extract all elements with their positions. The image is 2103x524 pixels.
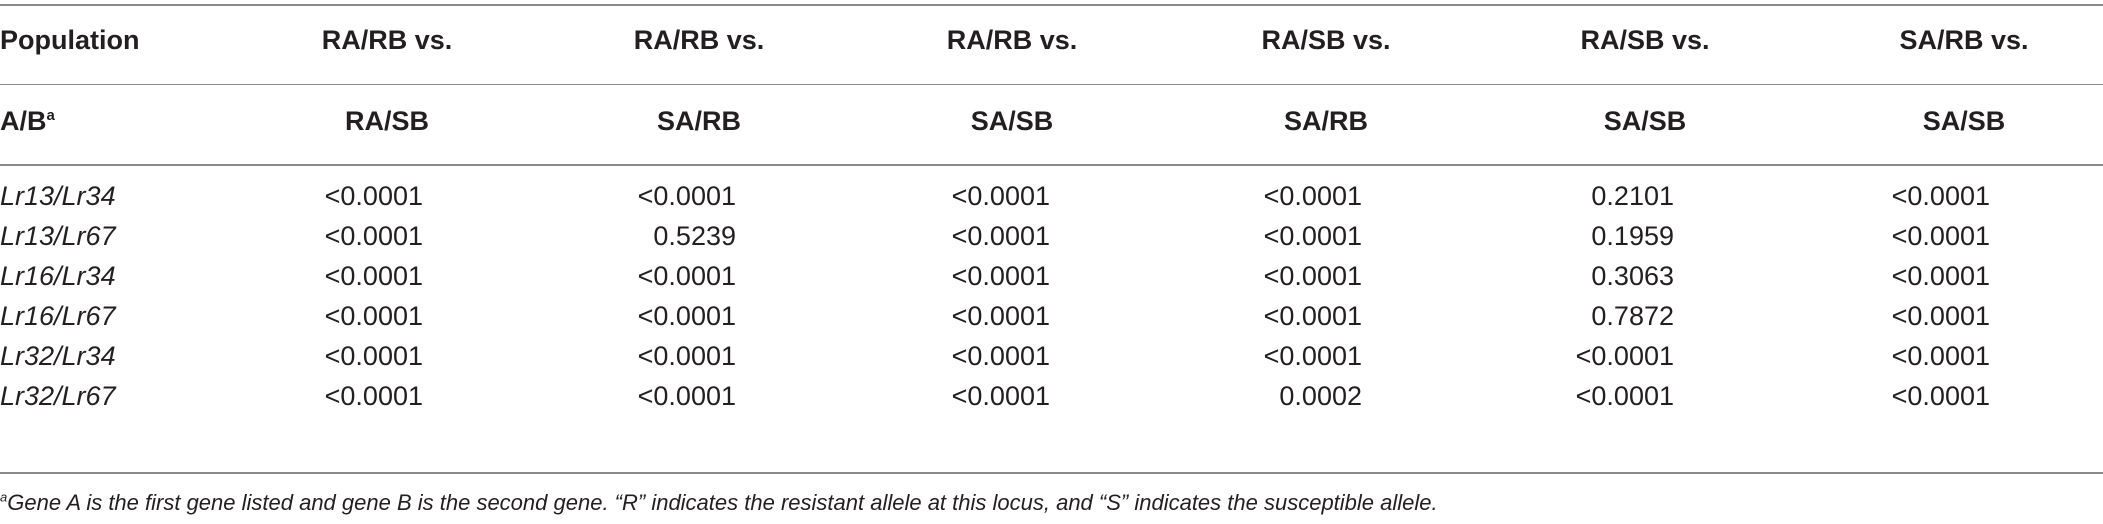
value-cell: <0.0001 — [951, 301, 1050, 331]
value-cell: 0.5239 — [653, 221, 736, 251]
table-row: Lr32/Lr67 <0.0001 <0.0001 <0.0001 0.0002… — [0, 381, 2103, 417]
col-header-ab: A/Ba — [0, 106, 55, 137]
footnote-marker: a — [0, 489, 8, 505]
value-cell: <0.0001 — [324, 221, 423, 251]
value-cell: <0.0001 — [951, 261, 1050, 291]
value-cell: <0.0001 — [1263, 181, 1362, 211]
value-cell: <0.0001 — [1575, 341, 1674, 371]
col-header-2-line2: SA/RB — [656, 106, 742, 136]
value-cell: <0.0001 — [637, 181, 736, 211]
col-header-ab-footnote-marker: a — [46, 107, 55, 124]
population-cell: Lr32/Lr34 — [0, 341, 116, 371]
col-header-1-line2: RA/SB — [344, 106, 430, 136]
col-header-3-line2: SA/SB — [970, 106, 1054, 136]
col-header-1-line1: RA/RB vs. — [321, 25, 453, 55]
value-cell: <0.0001 — [324, 181, 423, 211]
value-cell: 0.1959 — [1591, 221, 1674, 251]
table-row: Lr32/Lr34 <0.0001 <0.0001 <0.0001 <0.000… — [0, 341, 2103, 377]
table-header-row-1: Population RA/RB vs. RA/RB vs. RA/RB vs.… — [0, 25, 2103, 65]
value-cell: 0.3063 — [1591, 261, 1674, 291]
value-cell: <0.0001 — [1263, 261, 1362, 291]
header-bottom-rule — [0, 164, 2103, 166]
value-cell: <0.0001 — [1891, 181, 1990, 211]
value-cell: <0.0001 — [1575, 381, 1674, 411]
table-row: Lr16/Lr67 <0.0001 <0.0001 <0.0001 <0.000… — [0, 301, 2103, 337]
table-row: Lr16/Lr34 <0.0001 <0.0001 <0.0001 <0.000… — [0, 261, 2103, 297]
col-header-5-line1: RA/SB vs. — [1580, 25, 1710, 55]
table-row: Lr13/Lr34 <0.0001 <0.0001 <0.0001 <0.000… — [0, 181, 2103, 217]
value-cell: <0.0001 — [951, 181, 1050, 211]
value-cell: 0.2101 — [1591, 181, 1674, 211]
header-divider-rule — [0, 84, 2103, 85]
value-cell: 0.7872 — [1591, 301, 1674, 331]
value-cell: <0.0001 — [324, 301, 423, 331]
col-header-3-line1: RA/RB vs. — [946, 25, 1078, 55]
value-cell: <0.0001 — [1263, 341, 1362, 371]
col-header-4-line2: SA/RB — [1283, 106, 1369, 136]
footnote-text: Gene A is the first gene listed and gene… — [7, 490, 1438, 515]
population-cell: Lr32/Lr67 — [0, 381, 116, 411]
col-header-2-line1: RA/RB vs. — [633, 25, 765, 55]
population-cell: Lr16/Lr34 — [0, 261, 116, 291]
col-header-6-line1: SA/RB vs. — [1899, 25, 2029, 55]
col-header-population: Population — [0, 25, 140, 55]
value-cell: <0.0001 — [1263, 221, 1362, 251]
value-cell: <0.0001 — [637, 301, 736, 331]
value-cell: <0.0001 — [637, 381, 736, 411]
population-cell: Lr13/Lr34 — [0, 181, 116, 211]
value-cell: <0.0001 — [1891, 301, 1990, 331]
table-footnote: aGene A is the first gene listed and gen… — [0, 490, 1438, 516]
col-header-4-line1: RA/SB vs. — [1261, 25, 1391, 55]
col-header-5-line2: SA/SB — [1603, 106, 1687, 136]
table-header-row-2: A/Ba RA/SB SA/RB SA/SB SA/RB SA/SB SA/SB — [0, 106, 2103, 146]
population-cell: Lr13/Lr67 — [0, 221, 116, 251]
value-cell: <0.0001 — [637, 261, 736, 291]
value-cell: <0.0001 — [1891, 261, 1990, 291]
value-cell: <0.0001 — [324, 381, 423, 411]
col-header-ab-text: A/B — [0, 106, 47, 136]
value-cell: <0.0001 — [951, 381, 1050, 411]
value-cell: <0.0001 — [637, 341, 736, 371]
value-cell: <0.0001 — [324, 261, 423, 291]
value-cell: <0.0001 — [951, 221, 1050, 251]
value-cell: <0.0001 — [1891, 221, 1990, 251]
table-bottom-rule — [0, 472, 2103, 474]
col-header-6-line2: SA/SB — [1922, 106, 2006, 136]
value-cell: <0.0001 — [1891, 341, 1990, 371]
value-cell: <0.0001 — [951, 341, 1050, 371]
value-cell: <0.0001 — [1263, 301, 1362, 331]
value-cell: <0.0001 — [324, 341, 423, 371]
table-row: Lr13/Lr67 <0.0001 0.5239 <0.0001 <0.0001… — [0, 221, 2103, 257]
table-top-rule — [0, 4, 2103, 6]
value-cell: 0.0002 — [1279, 381, 1362, 411]
population-cell: Lr16/Lr67 — [0, 301, 116, 331]
value-cell: <0.0001 — [1891, 381, 1990, 411]
